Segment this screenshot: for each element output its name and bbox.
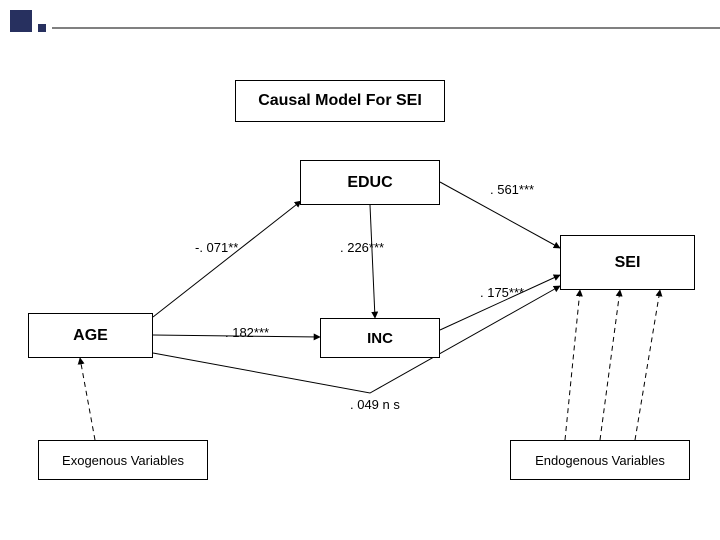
edge-exog-age <box>80 358 95 440</box>
node-endogenous-label: Endogenous Variables <box>535 453 665 468</box>
decor-small-square <box>38 24 46 32</box>
node-educ: EDUC <box>300 160 440 205</box>
node-sei: SEI <box>560 235 695 290</box>
title-box: Causal Model For SEI <box>235 80 445 122</box>
node-educ-label: EDUC <box>347 174 392 192</box>
edge-endog-sei-3 <box>635 290 660 440</box>
title-text: Causal Model For SEI <box>258 92 422 110</box>
node-exogenous: Exogenous Variables <box>38 440 208 480</box>
node-age: AGE <box>28 313 153 358</box>
label-inc-sei: . 175*** <box>480 285 524 300</box>
edge-age-educ <box>153 201 301 317</box>
node-exogenous-label: Exogenous Variables <box>62 453 184 468</box>
node-sei-label: SEI <box>615 254 641 272</box>
edge-educ-inc <box>370 205 375 318</box>
label-age-inc: . 182*** <box>225 325 269 340</box>
label-educ-sei: . 561*** <box>490 182 534 197</box>
edge-endog-sei-1 <box>565 290 580 440</box>
edge-endog-sei-2 <box>600 290 620 440</box>
node-inc: INC <box>320 318 440 358</box>
decor-big-square <box>10 10 32 32</box>
node-endogenous: Endogenous Variables <box>510 440 690 480</box>
edge-inc-sei <box>440 275 560 330</box>
label-educ-inc: . 226*** <box>340 240 384 255</box>
node-inc-label: INC <box>367 330 393 347</box>
node-age-label: AGE <box>73 327 108 345</box>
label-age-educ: -. 071** <box>195 240 238 255</box>
label-age-sei: . 049 n s <box>350 397 400 412</box>
